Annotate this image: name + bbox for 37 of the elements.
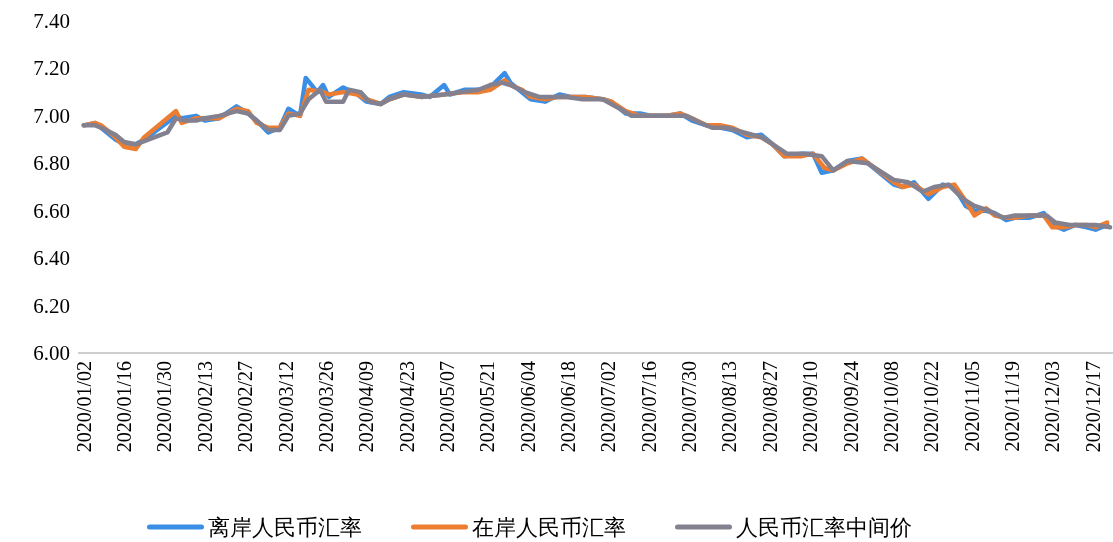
x-tick-label: 2020/05/21 <box>476 361 499 453</box>
y-tick-label: 6.60 <box>33 198 70 223</box>
x-tick-label: 2020/02/27 <box>234 361 257 453</box>
x-tick-label: 2020/07/02 <box>597 361 620 453</box>
x-tick-label: 2020/02/13 <box>193 361 216 453</box>
y-tick-label: 7.20 <box>33 56 70 81</box>
x-tick-label: 2020/09/10 <box>799 361 822 453</box>
y-tick-label: 7.00 <box>33 103 70 128</box>
x-tick-label: 2020/06/18 <box>557 361 580 453</box>
y-tick-label: 6.80 <box>33 151 70 176</box>
x-tick-label: 2020/03/12 <box>274 361 297 453</box>
x-tick-label: 2020/01/02 <box>72 361 95 453</box>
legend-label: 离岸人民币汇率 <box>207 515 362 540</box>
x-tick-label: 2020/05/07 <box>435 361 458 453</box>
x-tick-label: 2020/04/09 <box>355 361 378 453</box>
y-tick-label: 6.20 <box>33 293 70 318</box>
x-tick-label: 2020/11/19 <box>1000 361 1023 452</box>
y-tick-label: 6.40 <box>33 246 70 271</box>
legend-label: 人民币汇率中间价 <box>735 515 912 540</box>
x-tick-label: 2020/09/24 <box>839 361 862 453</box>
legend-label: 在岸人民币汇率 <box>471 515 626 540</box>
x-tick-label: 2020/10/08 <box>879 361 902 453</box>
x-tick-label: 2020/01/30 <box>153 361 176 453</box>
x-tick-label: 2020/07/16 <box>637 361 660 453</box>
x-tick-label: 2020/12/03 <box>1041 361 1064 453</box>
x-tick-label: 2020/10/22 <box>920 361 943 453</box>
x-tick-label: 2020/07/30 <box>678 361 701 453</box>
y-tick-label: 6.00 <box>33 341 70 365</box>
x-tick-label: 2020/06/04 <box>516 361 539 453</box>
x-tick-label: 2020/04/23 <box>395 361 418 453</box>
x-tick-label: 2020/11/05 <box>960 361 983 452</box>
y-tick-label: 7.40 <box>33 9 70 33</box>
x-tick-label: 2020/08/27 <box>758 361 781 453</box>
x-tick-label: 2020/01/16 <box>113 361 136 453</box>
x-tick-label: 2020/08/13 <box>718 361 741 453</box>
x-tick-label: 2020/03/26 <box>314 361 337 453</box>
x-tick-label: 2020/12/17 <box>1081 361 1104 453</box>
